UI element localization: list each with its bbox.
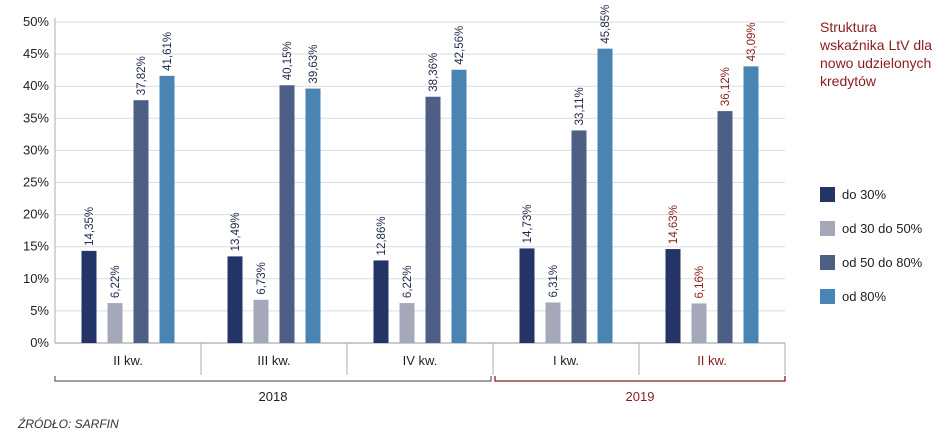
legend-swatch-4: [820, 289, 835, 304]
bar: [373, 260, 389, 343]
legend-label-2: od 30 do 50%: [842, 221, 923, 236]
x-category-label: I kw.: [553, 353, 579, 368]
bar: [227, 256, 243, 343]
legend: do 30% od 30 do 50% od 50 do 80% od 80%: [820, 186, 922, 322]
year-bracket: [494, 376, 786, 382]
bar-chart: 0% 5% 10% 15% 20% 25% 30% 35% 40% 45% 50% 14,35% 6,2…: [23, 5, 786, 404]
year-label: 2018: [259, 389, 288, 404]
legend-label-3: od 50 do 80%: [842, 255, 923, 270]
bar: [665, 249, 681, 343]
bar-value-label: 14,35%: [84, 207, 96, 246]
legend-item-4: od 80%: [820, 288, 922, 305]
y-tick-label: 25%: [23, 175, 49, 190]
bar-value-label: 6,22%: [110, 265, 122, 298]
bar-value-label: 6,73%: [256, 262, 268, 295]
y-tick-label: 0%: [30, 335, 49, 350]
legend-label-1: do 30%: [842, 187, 887, 202]
bar: [159, 75, 175, 343]
bar: [597, 48, 613, 343]
bar: [717, 111, 733, 344]
bar-value-label: 43,09%: [746, 22, 758, 61]
bar: [743, 66, 759, 344]
bar: [305, 88, 321, 343]
x-category-label: II kw.: [113, 353, 143, 368]
bar: [451, 69, 467, 343]
bar-value-label: 45,85%: [600, 5, 612, 44]
bar-value-label: 39,63%: [308, 45, 320, 84]
y-tick-label: 35%: [23, 110, 49, 125]
bar: [81, 250, 97, 343]
bar-value-label: 33,11%: [574, 87, 586, 125]
bar-value-label: 14,63%: [668, 205, 680, 244]
y-tick-label: 20%: [23, 207, 49, 222]
bar: [571, 130, 587, 343]
bar-value-label: 41,61%: [162, 32, 174, 71]
bar-value-label: 42,56%: [454, 26, 466, 65]
bar-value-label: 12,86%: [376, 216, 388, 255]
legend-item-1: do 30%: [820, 186, 922, 203]
year-label: 2019: [626, 389, 655, 404]
bar-value-label: 14,73%: [522, 204, 534, 243]
y-tick-label: 40%: [23, 78, 49, 93]
y-tick-label: 5%: [30, 303, 49, 318]
year-bracket: [54, 376, 492, 382]
y-tick-label: 30%: [23, 142, 49, 157]
bar: [545, 302, 561, 343]
bar-value-label: 36,12%: [720, 67, 732, 106]
x-category-label: III kw.: [257, 353, 290, 368]
bar: [253, 299, 269, 343]
bar-value-label: 40,15%: [282, 41, 294, 80]
chart-title: Struktura wskaźnika LtV dla nowo udzielo…: [820, 19, 933, 89]
y-tick-label: 15%: [23, 239, 49, 254]
legend-item-3: od 50 do 80%: [820, 254, 922, 271]
bar-value-label: 37,82%: [136, 56, 148, 95]
bar-value-label: 38,36%: [428, 53, 440, 92]
bar: [107, 303, 123, 343]
bar-value-label: 6,22%: [402, 265, 414, 298]
bar: [519, 248, 535, 343]
source-note: ŹRÓDŁO: SARFIN: [18, 417, 119, 431]
y-tick-label: 50%: [23, 14, 49, 29]
legend-item-2: od 30 do 50%: [820, 220, 922, 237]
bar: [133, 100, 149, 343]
x-category-label: IV kw.: [403, 353, 438, 368]
bar-value-label: 6,31%: [548, 265, 560, 298]
bar: [279, 85, 295, 343]
bar: [399, 303, 415, 343]
legend-swatch-2: [820, 221, 835, 236]
legend-swatch-1: [820, 187, 835, 202]
bar: [425, 96, 441, 344]
bar-value-label: 13,49%: [230, 212, 242, 251]
bar-value-label: 6,16%: [694, 266, 706, 299]
y-tick-label: 10%: [23, 271, 49, 286]
legend-swatch-3: [820, 255, 835, 270]
x-category-label: II kw.: [697, 353, 727, 368]
legend-label-4: od 80%: [842, 289, 887, 304]
y-tick-label: 45%: [23, 46, 49, 61]
bar: [691, 303, 707, 343]
